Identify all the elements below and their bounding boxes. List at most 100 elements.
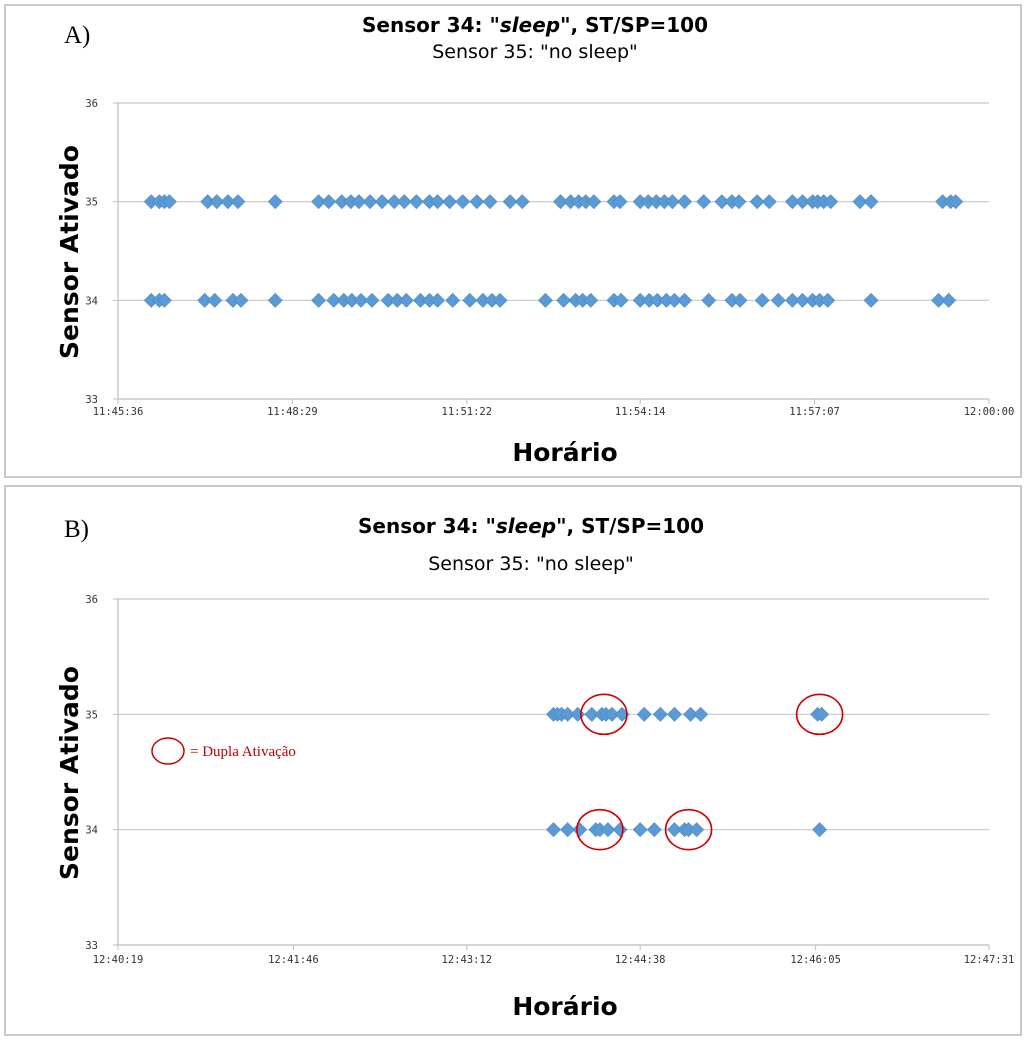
double-activation-circle <box>664 808 713 851</box>
data-point-sensor-35 <box>584 706 600 722</box>
chart-b-svg: B) Sensor 34: "sleep", ST/SP=100 Sensor … <box>55 514 1014 1021</box>
data-point-sensor-35 <box>267 194 283 210</box>
title-italic: sleep <box>500 13 560 37</box>
panel-label: B) <box>64 516 89 543</box>
data-point-sensor-34 <box>754 292 770 308</box>
data-point-sensor-34 <box>677 292 692 308</box>
data-point-sensor-34 <box>572 822 588 838</box>
chart-a-svg: A) Sensor 34: "sleep", ST/SP=100 Sensor … <box>55 13 1014 467</box>
chart-subtitle: Sensor 35: "no sleep" <box>428 553 634 575</box>
x-axis-title: Horário <box>512 438 617 467</box>
data-point-sensor-34 <box>462 292 478 308</box>
y-tick-label: 36 <box>85 594 98 606</box>
data-point-sensor-34 <box>863 292 879 308</box>
data-point-sensor-34 <box>770 292 786 308</box>
data-point-sensor-34 <box>398 292 414 308</box>
data-point-sensor-35 <box>586 194 602 210</box>
legend-text: = Dupla Ativação <box>190 744 296 760</box>
chart-subtitle: Sensor 35: "no sleep" <box>432 41 638 63</box>
title-suffix: ", ST/SP=100 <box>560 13 708 37</box>
data-point-sensor-34 <box>492 292 508 308</box>
double-activation-circle <box>580 693 628 736</box>
data-point-sensor-34 <box>556 292 572 308</box>
chart-panel-a: A) Sensor 34: "sleep", ST/SP=100 Sensor … <box>4 4 1022 478</box>
data-point-sensor-35 <box>442 194 458 210</box>
data-point-sensor-35 <box>469 194 485 210</box>
data-point-sensor-34 <box>701 292 717 308</box>
x-tick-label: 12:47:31 <box>964 954 1015 966</box>
data-point-sensor-34 <box>156 292 172 308</box>
data-point-sensor-35 <box>374 194 390 210</box>
double-activation-circle <box>795 693 844 736</box>
data-point-sensor-35 <box>677 194 692 210</box>
data-point-sensor-35 <box>652 706 668 722</box>
data-point-sensor-34 <box>612 822 628 838</box>
data-point-sensor-35 <box>408 194 424 210</box>
y-axis-title: Sensor Ativado <box>55 666 84 880</box>
data-point-sensor-35 <box>795 194 810 210</box>
x-tick-label: 12:43:12 <box>442 954 493 966</box>
data-point-sensor-34 <box>538 292 553 308</box>
data-point-sensor-34 <box>267 292 283 308</box>
y-axis-title: Sensor Ativado <box>55 145 84 359</box>
data-point-sensor-35 <box>636 706 652 722</box>
title-suffix: ", ST/SP=100 <box>556 514 704 538</box>
y-tick-label: 35 <box>85 709 98 721</box>
data-point-sensor-34 <box>600 822 616 838</box>
data-point-sensor-35 <box>514 194 530 210</box>
data-point-sensor-34 <box>560 822 576 838</box>
data-point-sensor-34 <box>364 292 380 308</box>
data-point-sensor-34 <box>812 822 828 838</box>
title-italic: sleep <box>496 514 556 538</box>
title-prefix: Sensor 34: " <box>358 514 496 538</box>
data-point-sensor-34 <box>820 292 836 308</box>
data-point-sensor-35 <box>455 194 471 210</box>
x-tick-label: 11:51:22 <box>442 406 493 418</box>
plot-area: 33 34 35 36 11:45:36 11:48:29 11:51:22 11:54:14… <box>85 98 1014 418</box>
data-point-sensor-34 <box>795 292 810 308</box>
data-point-sensor-35 <box>852 194 868 210</box>
data-point-sensor-35 <box>731 194 747 210</box>
data-point-sensor-35 <box>430 194 445 210</box>
data-point-sensor-35 <box>321 194 337 210</box>
data-point-sensor-35 <box>220 194 236 210</box>
data-point-sensor-35 <box>696 194 712 210</box>
data-point-sensor-35 <box>396 194 412 210</box>
data-point-sensor-34 <box>784 292 800 308</box>
data-point-sensor-35 <box>362 194 378 210</box>
data-point-sensor-35 <box>311 194 327 210</box>
data-point-sensor-35 <box>948 194 964 210</box>
x-tick-label: 12:44:38 <box>615 954 666 966</box>
data-point-sensor-35 <box>612 194 628 210</box>
data-point-sensor-34 <box>646 822 662 838</box>
data-point-sensor-34 <box>667 292 682 308</box>
data-point-sensor-34 <box>689 822 705 838</box>
data-point-sensor-35 <box>553 194 568 210</box>
data-point-sensor-35 <box>482 194 498 210</box>
data-point-sensor-35 <box>714 194 730 210</box>
data-point-sensor-35 <box>209 194 225 210</box>
y-tick-label: 35 <box>85 197 98 209</box>
data-point-sensor-34 <box>445 292 461 308</box>
data-point-sensor-35 <box>386 194 402 210</box>
x-tick-label: 12:41:46 <box>268 954 319 966</box>
data-point-sensor-35 <box>863 194 879 210</box>
data-point-sensor-35 <box>570 706 586 722</box>
panel-label: A) <box>64 22 90 49</box>
data-point-sensor-35 <box>761 194 777 210</box>
data-point-sensor-35 <box>161 194 177 210</box>
chart-title: Sensor 34: "sleep", ST/SP=100 <box>362 13 708 37</box>
x-tick-label: 11:54:14 <box>615 406 666 418</box>
data-point-sensor-35 <box>683 706 699 722</box>
data-point-sensor-35 <box>502 194 518 210</box>
data-point-sensor-34 <box>941 292 957 308</box>
x-tick-label: 11:57:07 <box>789 406 840 418</box>
data-point-sensor-35 <box>230 194 246 210</box>
data-point-sensor-34 <box>233 292 249 308</box>
plot-area: 33 34 35 36 12:40:19 12:41:46 12:43:12 12:44:38… <box>85 594 1014 966</box>
data-point-sensor-34 <box>353 292 369 308</box>
data-point-sensor-34 <box>197 292 213 308</box>
y-tick-label: 34 <box>85 295 98 307</box>
data-point-sensor-35 <box>665 194 680 210</box>
data-point-sensor-35 <box>667 706 682 722</box>
